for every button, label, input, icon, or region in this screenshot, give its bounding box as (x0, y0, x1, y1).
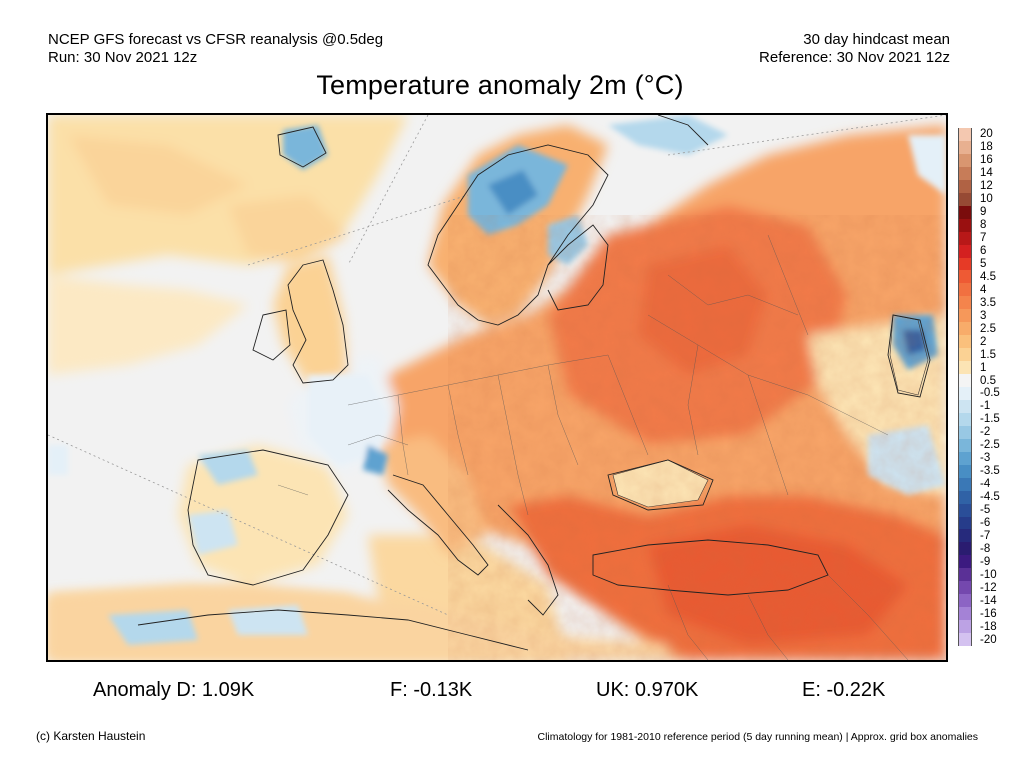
colorbar-segment (958, 257, 972, 271)
colorbar-label: 16 (980, 154, 993, 167)
colorbar-segment (958, 205, 972, 220)
colorbar-label: -16 (980, 607, 997, 620)
colorbar-segment (958, 348, 972, 362)
colorbar-segment (958, 322, 972, 336)
colorbar-label: 18 (980, 141, 993, 154)
colorbar-label: 12 (980, 180, 993, 193)
colorbar-segment (958, 620, 972, 634)
climatology-note: Climatology for 1981-2010 reference peri… (537, 731, 978, 743)
colorbar-segment (958, 503, 972, 517)
colorbar-segment (958, 153, 972, 168)
colorbar-segment (958, 166, 972, 181)
colorbar-label: -1 (980, 400, 991, 413)
colorbar-segment (958, 179, 972, 194)
colorbar-segment (958, 270, 972, 284)
colorbar-segment (958, 387, 972, 401)
colorbar-label: -6 (980, 516, 991, 529)
colorbar-segment (958, 412, 972, 427)
colorbar-label: 6 (980, 245, 987, 258)
colorbar-segment (958, 192, 972, 207)
colorbar-label: 8 (980, 219, 987, 232)
colorbar-label: -0.5 (980, 387, 1000, 400)
coastlines (137, 115, 931, 651)
colorbar-segment (958, 128, 972, 142)
colorbar-segment (958, 309, 972, 323)
colorbar-label: -9 (980, 555, 991, 568)
header-right: 30 day hindcast mean Reference: 30 Nov 2… (759, 31, 950, 67)
colorbar-segment (958, 542, 972, 556)
colorbar-label: 4.5 (980, 270, 996, 283)
colorbar-label: 9 (980, 206, 987, 219)
colorbar-label: -14 (980, 594, 997, 607)
header-left: NCEP GFS forecast vs CFSR reanalysis @0.… (48, 31, 383, 67)
colorbar-label: 4 (980, 283, 987, 296)
colorbar-segment (958, 555, 972, 569)
colorbar-segment (958, 464, 972, 479)
colorbar-label: 3 (980, 309, 987, 322)
map-frame[interactable] (46, 113, 948, 662)
colorbar-segment (958, 140, 972, 155)
colorbar-segment (958, 490, 972, 505)
colorbar-label: 2 (980, 335, 987, 348)
colorbar-label: 2.5 (980, 322, 996, 335)
stat-anomaly-d: Anomaly D: 1.09K (93, 679, 255, 701)
colorbar-label: -4 (980, 478, 991, 491)
stat-france: F: -0.13K (390, 679, 473, 701)
colorbar-label: 5 (980, 257, 987, 270)
colorbar-label: 3.5 (980, 296, 996, 309)
colorbar-label: -18 (980, 620, 997, 633)
colorbar-label: -8 (980, 542, 991, 555)
credit-text: (c) Karsten Haustein (36, 729, 146, 743)
colorbar-label: 20 (980, 128, 993, 141)
colorbar (958, 128, 972, 647)
colorbar-segment (958, 244, 972, 258)
map-title: Temperature anomaly 2m (°C) (316, 70, 684, 100)
colorbar-label: -4.5 (980, 491, 1000, 504)
colorbar-segment (958, 451, 972, 466)
colorbar-label: 0.5 (980, 374, 996, 387)
colorbar-segment (958, 335, 972, 349)
colorbar-label: -10 (980, 568, 997, 581)
colorbar-label: -3 (980, 452, 991, 465)
colorbar-label: 10 (980, 193, 993, 206)
country-borders (277, 234, 909, 660)
colorbar-segment (958, 607, 972, 621)
graticule (48, 115, 946, 616)
colorbar-segment (958, 361, 972, 375)
colorbar-segment (958, 283, 972, 297)
colorbar-label: -20 (980, 633, 997, 646)
colorbar-segment (958, 477, 972, 492)
colorbar-segment (958, 374, 972, 388)
colorbar-label: 7 (980, 232, 987, 245)
model-description: NCEP GFS forecast vs CFSR reanalysis @0.… (48, 31, 384, 48)
colorbar-segment (958, 231, 972, 246)
reference-time: Reference: 30 Nov 2021 12z (759, 49, 950, 66)
colorbar-segment (958, 568, 972, 582)
colorbar-label: 14 (980, 167, 993, 180)
colorbar-label: -2 (980, 426, 991, 439)
colorbar-segment (958, 529, 972, 543)
colorbar-label: -7 (980, 529, 991, 542)
colorbar-label: -3.5 (980, 465, 1000, 478)
colorbar-segment (958, 218, 972, 233)
temperature-anomaly-map (48, 115, 946, 660)
colorbar-segment (958, 594, 972, 608)
colorbar-segment (958, 516, 972, 530)
colorbar-label: -1.5 (980, 413, 1000, 426)
colorbar-segment (958, 438, 972, 453)
colorbar-label: 1 (980, 361, 987, 374)
hindcast-description: 30 day hindcast mean (803, 31, 950, 48)
colorbar-segment (958, 425, 972, 440)
stat-uk: UK: 0.970K (596, 679, 699, 701)
colorbar-label: -12 (980, 581, 997, 594)
colorbar-label: -5 (980, 504, 991, 517)
colorbar-segment (958, 633, 972, 647)
colorbar-segment (958, 399, 972, 414)
stat-england: E: -0.22K (802, 679, 886, 701)
colorbar-label: -2.5 (980, 439, 1000, 452)
colorbar-segment (958, 581, 972, 595)
run-time: Run: 30 Nov 2021 12z (48, 49, 198, 66)
colorbar-label: 1.5 (980, 348, 996, 361)
colorbar-segment (958, 296, 972, 310)
